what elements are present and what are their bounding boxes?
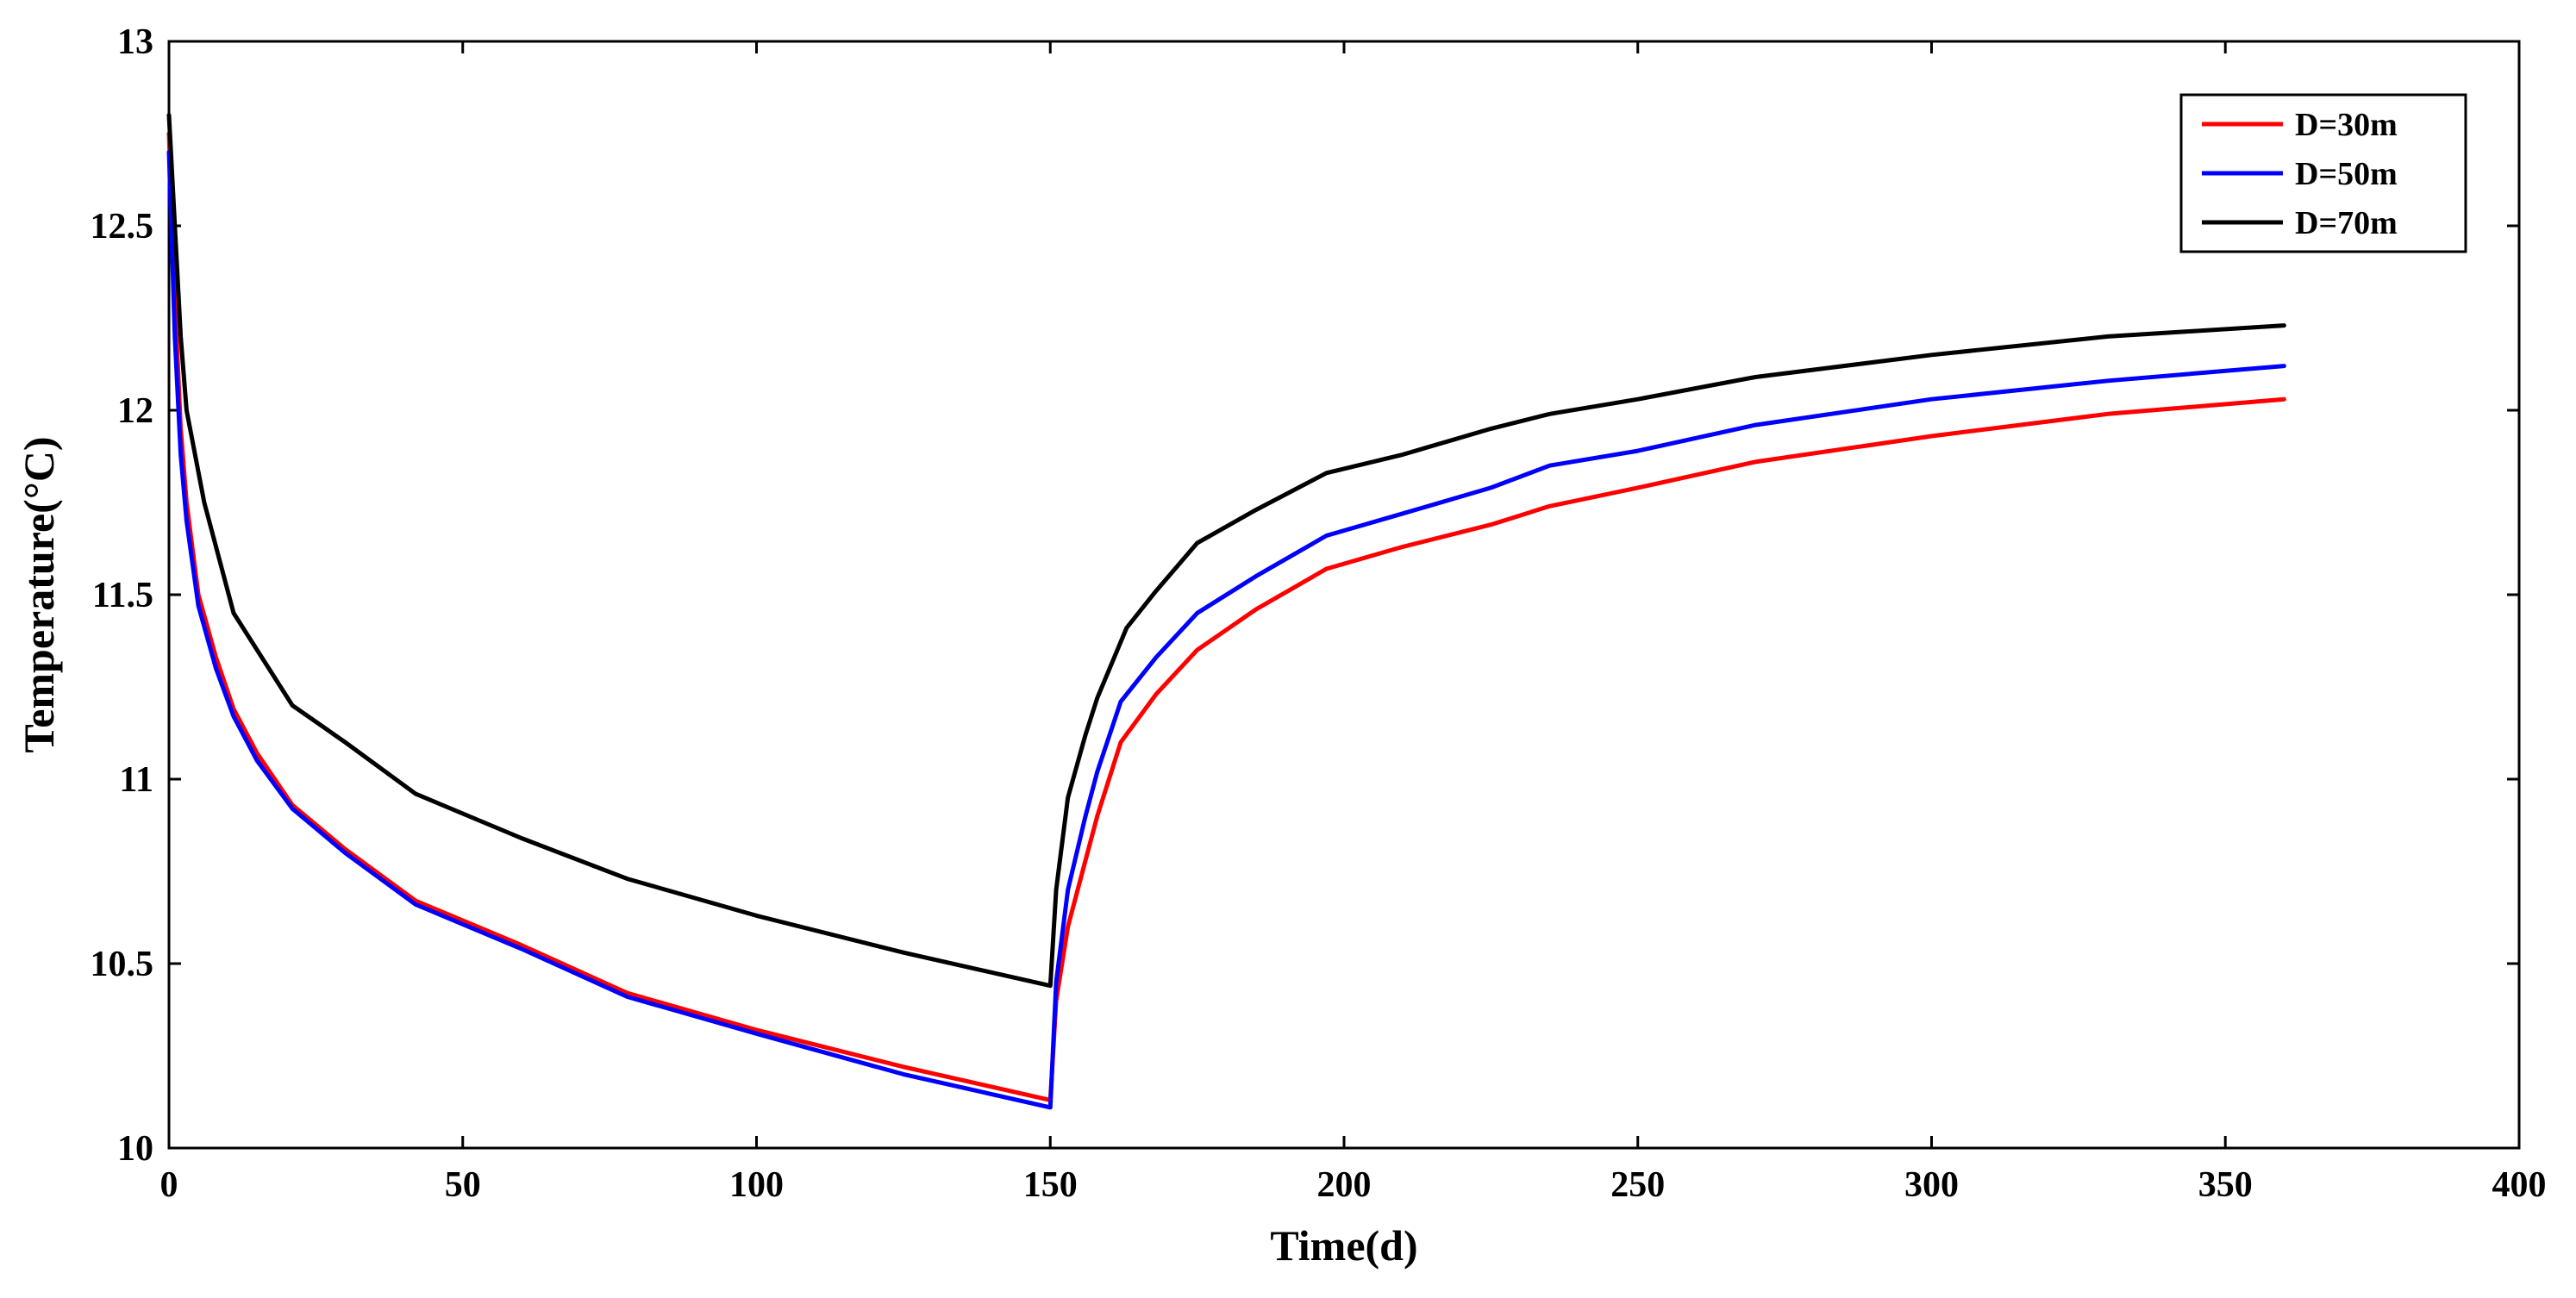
y-tick-label: 12.5 (91, 207, 154, 246)
y-tick-label: 11 (119, 760, 153, 800)
y-axis-title: Temperature(°C) (15, 436, 63, 752)
x-tick-label: 400 (2492, 1165, 2547, 1205)
legend-label: D=70m (2295, 205, 2398, 241)
series-line-3 (166, 113, 2286, 989)
y-tick-label: 12 (117, 391, 153, 431)
y-axis: 10 10.5 11 11.5 12 12.5 13 (91, 22, 2519, 1169)
y-tick-label: 10 (117, 1129, 153, 1169)
x-tick-label: 350 (2198, 1165, 2253, 1205)
x-tick-label: 200 (1317, 1165, 1372, 1205)
x-axis: 0 50 100 150 200 250 300 350 400 (160, 41, 2547, 1205)
x-tick-label: 100 (729, 1165, 784, 1205)
y-tick-label: 13 (117, 22, 153, 62)
y-tick-label: 10.5 (91, 945, 154, 984)
x-axis-title: Time(d) (1270, 1221, 1417, 1270)
legend-label: D=30m (2295, 107, 2398, 143)
x-tick-label: 0 (160, 1165, 178, 1205)
legend-label: D=50m (2295, 156, 2398, 192)
series-layer (166, 113, 2286, 1110)
x-tick-label: 50 (445, 1165, 481, 1205)
y-tick-label: 11.5 (92, 576, 153, 615)
series-line-2 (166, 149, 2286, 1110)
x-tick-label: 250 (1610, 1165, 1665, 1205)
x-tick-label: 300 (1904, 1165, 1959, 1205)
x-tick-label: 150 (1023, 1165, 1078, 1205)
legend: D=30m D=50m D=70m (2179, 93, 2467, 253)
